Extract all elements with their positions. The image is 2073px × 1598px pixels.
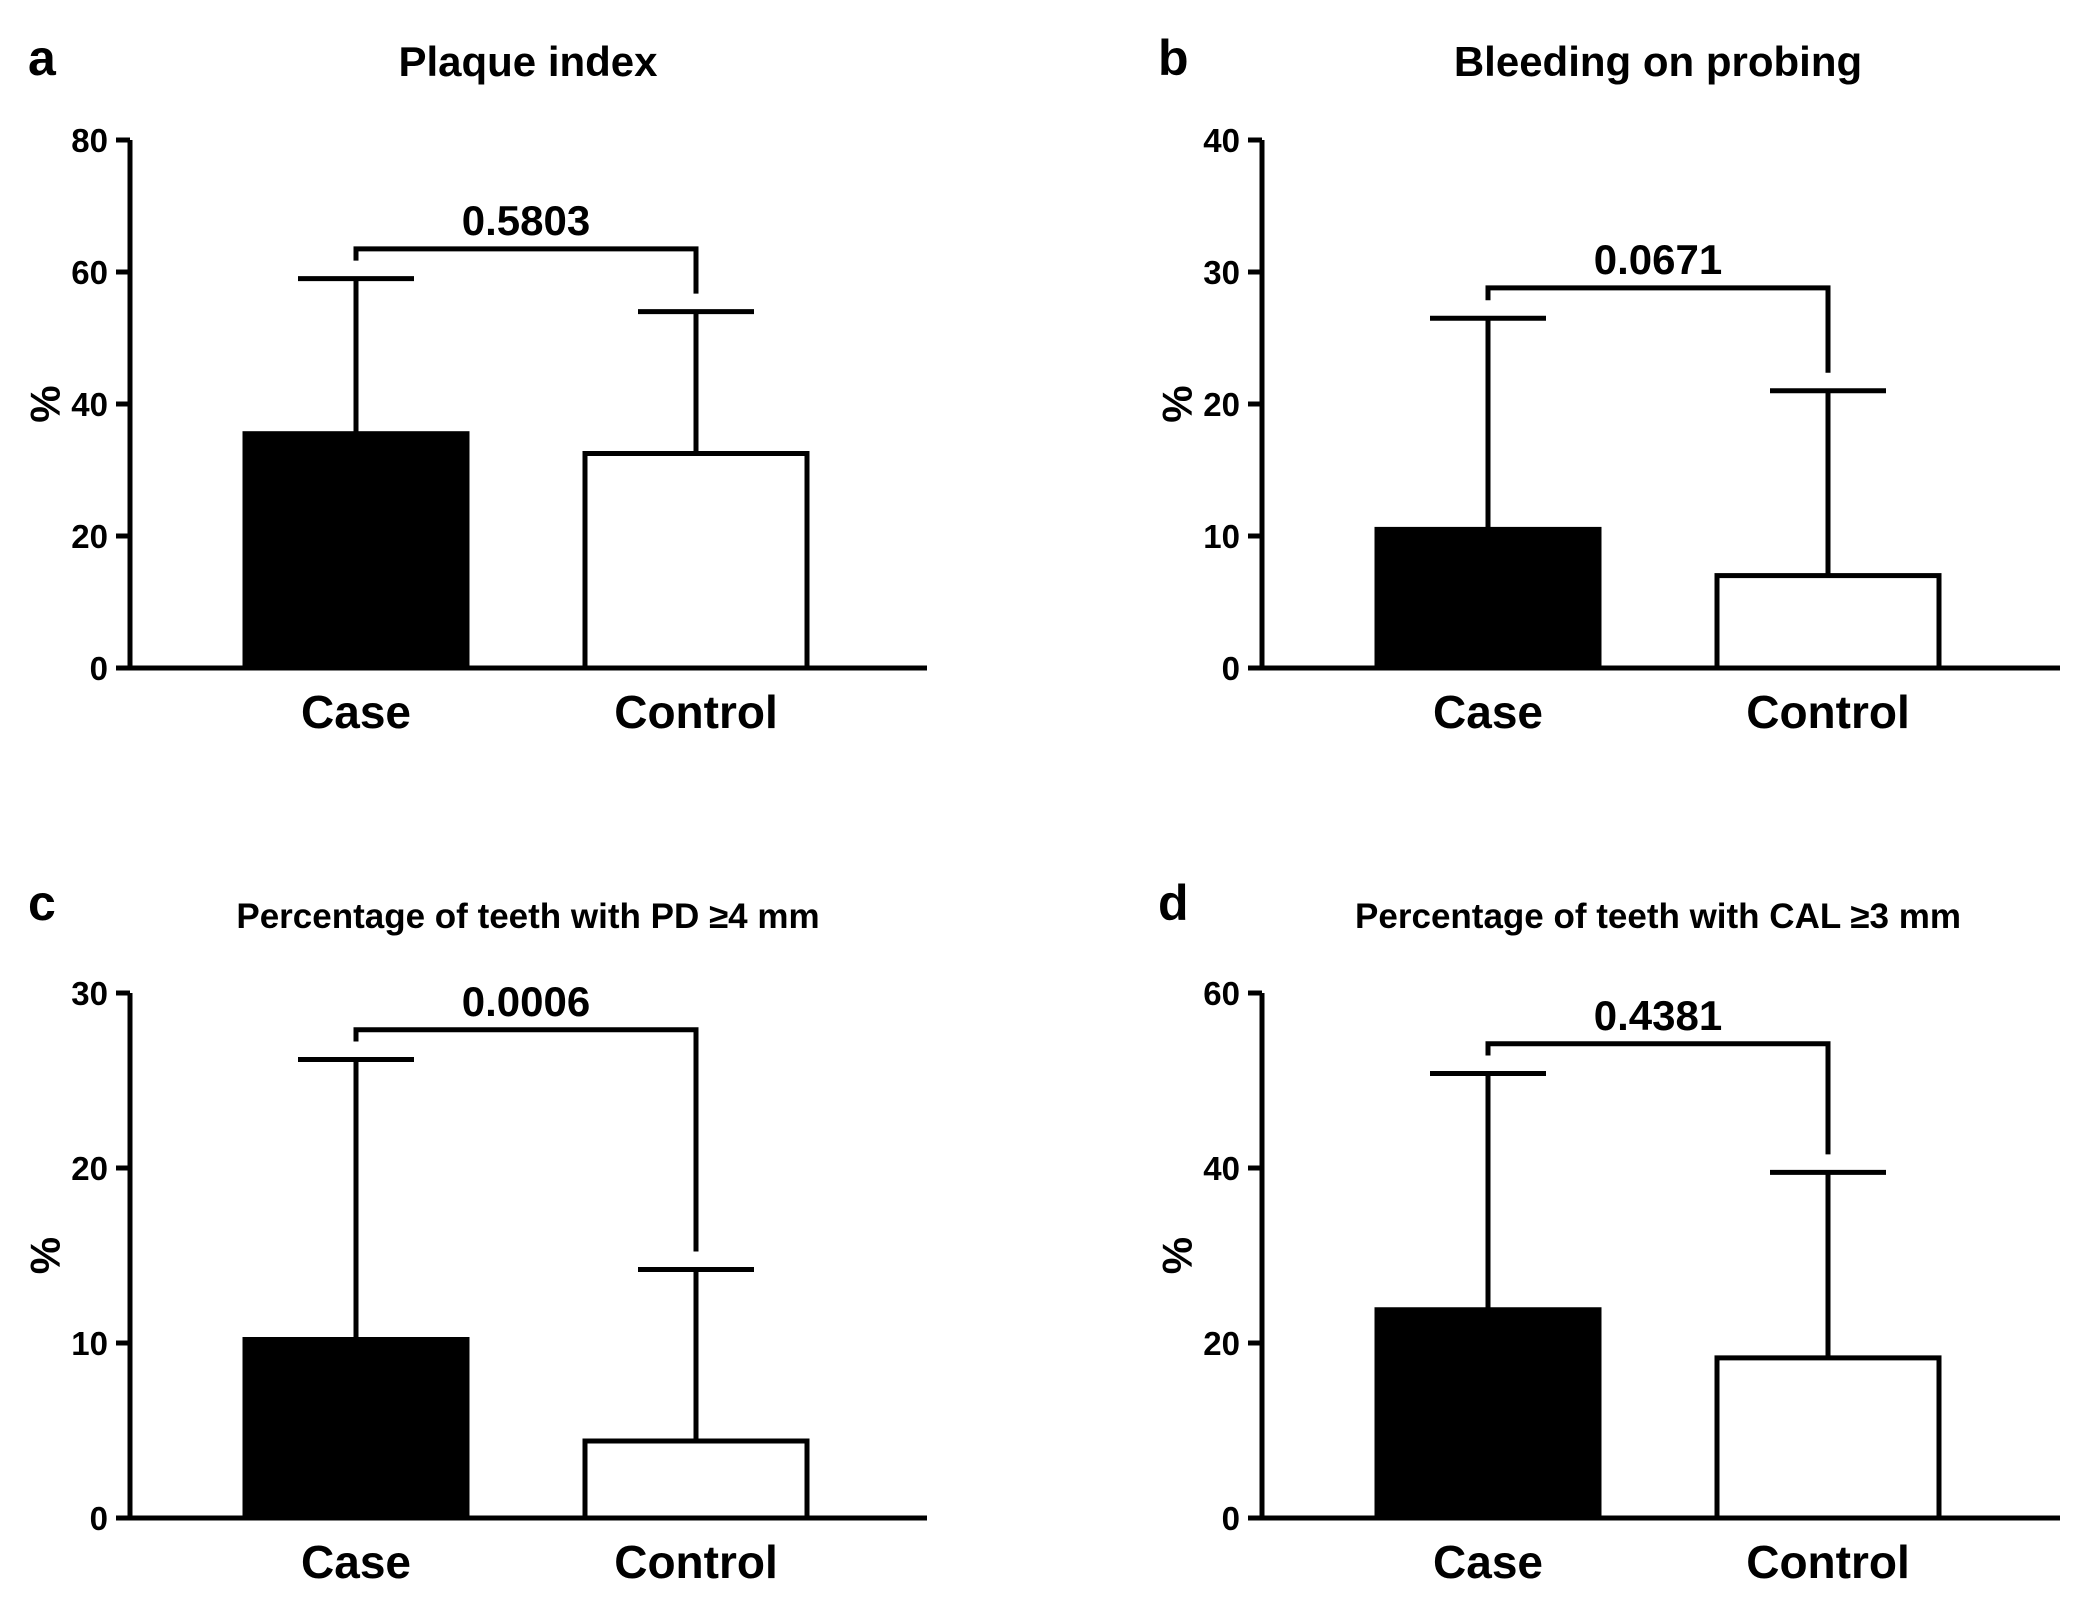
x-tick-label-d-case: Case [1433, 1536, 1543, 1588]
panel-letter-d: d [1158, 875, 1189, 931]
y-tick-label-d-0: 0 [1222, 1500, 1240, 1537]
p-value-label-a: 0.5803 [462, 197, 590, 244]
chart-title-a: Plaque index [398, 38, 658, 85]
bar-a-case [242, 431, 470, 671]
x-tick-label-c-case: Case [301, 1536, 411, 1588]
panel-letter-c: c [28, 875, 56, 931]
y-tick-label-b-30: 30 [1203, 254, 1240, 291]
y-tick-label-a-0: 0 [90, 650, 108, 687]
y-tick-label-a-60: 60 [71, 254, 108, 291]
y-tick-label-c-10: 10 [71, 1325, 108, 1362]
x-tick-label-a-case: Case [301, 686, 411, 738]
bar-a-control [582, 451, 810, 671]
significance-bracket-a [353, 246, 699, 294]
chart-title-c: Percentage of teeth with PD ≥4 mm [236, 897, 819, 936]
y-tick-label-a-40: 40 [71, 386, 108, 423]
bar-d-case [1374, 1307, 1602, 1521]
significance-bracket-c [353, 1027, 699, 1252]
chart-title-b: Bleeding on probing [1454, 38, 1862, 85]
significance-bracket-b [1485, 285, 1831, 373]
y-axis-label-b: % [1154, 385, 1201, 422]
y-tick-label-b-10: 10 [1203, 518, 1240, 555]
y-tick-label-b-20: 20 [1203, 386, 1240, 423]
bar-d-control [1714, 1355, 1942, 1521]
y-tick-label-b-40: 40 [1203, 122, 1240, 159]
p-value-label-b: 0.0671 [1594, 236, 1722, 283]
panel-letter-b: b [1158, 30, 1189, 86]
x-tick-label-a-control: Control [614, 686, 778, 738]
x-tick-label-d-control: Control [1746, 1536, 1910, 1588]
y-tick-label-a-20: 20 [71, 518, 108, 555]
y-tick-label-d-60: 60 [1203, 975, 1240, 1012]
y-tick-label-c-30: 30 [71, 975, 108, 1012]
p-value-label-c: 0.0006 [462, 978, 590, 1025]
bar-b-control [1714, 573, 1942, 671]
bar-c-case [242, 1337, 470, 1521]
y-axis-label-d: % [1154, 1237, 1201, 1274]
y-tick-label-d-40: 40 [1203, 1150, 1240, 1187]
x-tick-label-b-control: Control [1746, 686, 1910, 738]
y-axis-label-a: % [22, 385, 69, 422]
bar-c-control [582, 1438, 810, 1521]
y-tick-label-c-0: 0 [90, 1500, 108, 1537]
y-tick-label-b-0: 0 [1222, 650, 1240, 687]
y-tick-label-c-20: 20 [71, 1150, 108, 1187]
bar-b-case [1374, 526, 1602, 671]
x-tick-label-b-case: Case [1433, 686, 1543, 738]
y-tick-label-a-80: 80 [71, 122, 108, 159]
y-axis-label-c: % [22, 1237, 69, 1274]
x-tick-label-c-control: Control [614, 1536, 778, 1588]
panel-letter-a: a [28, 30, 57, 86]
p-value-label-d: 0.4381 [1594, 992, 1722, 1039]
y-tick-label-d-20: 20 [1203, 1325, 1240, 1362]
chart-title-d: Percentage of teeth with CAL ≥3 mm [1355, 897, 1961, 936]
significance-bracket-d [1485, 1041, 1831, 1155]
